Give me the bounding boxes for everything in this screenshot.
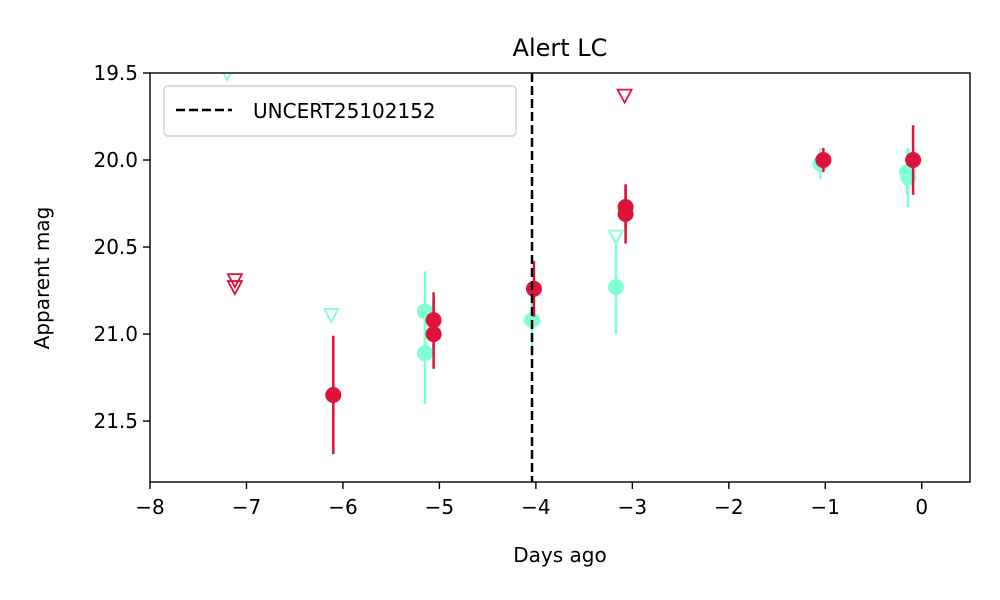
detection-point — [325, 386, 342, 403]
detection-point — [425, 312, 442, 329]
detection-point — [905, 152, 922, 169]
x-tick-label: −5 — [425, 495, 454, 519]
y-tick-label: 20.5 — [93, 235, 138, 259]
detection-point — [607, 279, 624, 296]
detection-point — [525, 280, 542, 297]
upper-limit-marker — [616, 88, 634, 105]
chart-title: Alert LC — [513, 34, 608, 62]
upper-limit-marker — [607, 229, 625, 246]
x-tick-label: −6 — [328, 495, 357, 519]
legend-label: UNCERT25102152 — [253, 99, 436, 123]
y-tick-label: 20.0 — [93, 148, 138, 172]
x-axis: −8 −7 −6 −5 −4 −3 −2 −1 0 — [135, 482, 928, 519]
detection-point — [416, 345, 433, 362]
x-tick-label: −2 — [714, 495, 743, 519]
upper-limit-marker — [322, 308, 340, 324]
upper-limit-marker — [226, 280, 244, 296]
y-axis-label: Apparent mag — [30, 207, 54, 350]
y-tick-label: 19.5 — [93, 61, 138, 85]
x-tick-label: −1 — [811, 495, 840, 519]
x-tick-label: −4 — [521, 495, 550, 519]
y-tick-label: 21.5 — [93, 409, 138, 433]
y-tick-label: 21.0 — [93, 322, 138, 346]
plot-area — [222, 73, 922, 482]
detection-point — [815, 152, 832, 169]
x-tick-label: −7 — [232, 495, 261, 519]
y-axis: 19.5 20.0 20.5 21.0 21.5 — [93, 61, 150, 433]
x-tick-label: 0 — [915, 495, 928, 519]
detection-point — [617, 205, 634, 222]
legend-box — [163, 85, 517, 137]
series-group — [226, 88, 922, 455]
detection-point — [425, 326, 442, 343]
x-axis-label: Days ago — [513, 543, 606, 567]
legend: UNCERT25102152 — [163, 85, 517, 137]
x-tick-label: −8 — [135, 495, 164, 519]
x-tick-label: −3 — [618, 495, 647, 519]
plot-frame — [149, 72, 971, 483]
